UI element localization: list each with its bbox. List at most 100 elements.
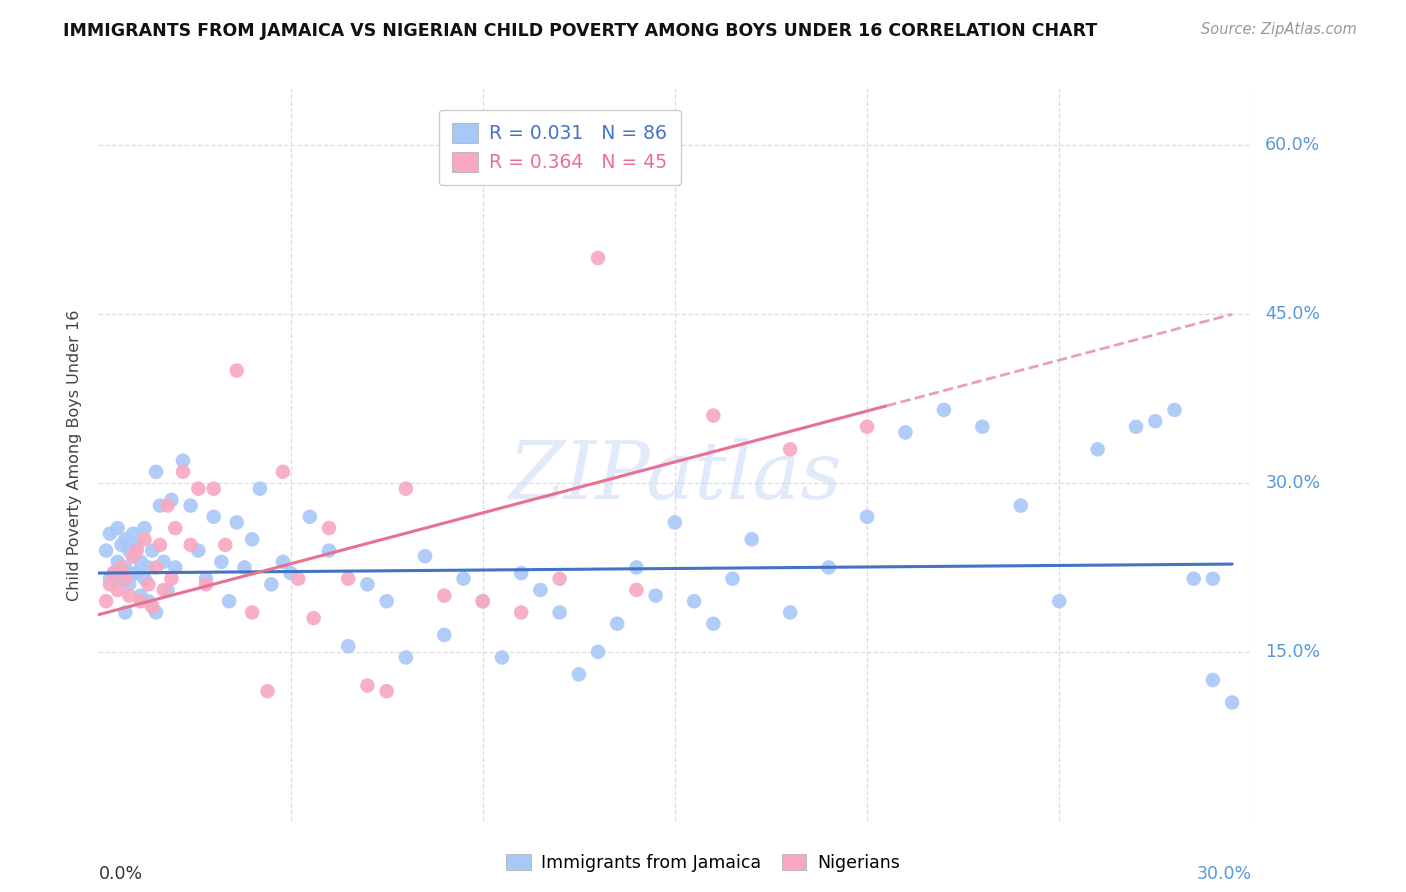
Point <box>491 650 513 665</box>
Point <box>134 572 156 586</box>
Point <box>152 555 174 569</box>
Point <box>172 465 194 479</box>
Point <box>94 543 117 558</box>
Point <box>471 594 494 608</box>
Point <box>145 560 167 574</box>
Point <box>187 543 209 558</box>
Text: 30.0%: 30.0% <box>1265 474 1320 492</box>
Point <box>114 606 136 620</box>
Point <box>433 628 456 642</box>
Text: Source: ZipAtlas.com: Source: ZipAtlas.com <box>1201 22 1357 37</box>
Point <box>187 482 209 496</box>
Point <box>433 589 456 603</box>
Point <box>107 582 129 597</box>
Text: 45.0%: 45.0% <box>1265 305 1320 323</box>
Point <box>644 589 666 603</box>
Legend: R = 0.031   N = 86, R = 0.364   N = 45: R = 0.031 N = 86, R = 0.364 N = 45 <box>439 110 681 186</box>
Point <box>626 582 648 597</box>
Point <box>134 521 156 535</box>
Point <box>302 611 325 625</box>
Point <box>260 577 283 591</box>
Point <box>114 572 136 586</box>
Point <box>156 582 179 597</box>
Point <box>202 509 225 524</box>
Point <box>180 499 202 513</box>
Point <box>180 538 202 552</box>
Point <box>356 679 378 693</box>
Point <box>586 645 609 659</box>
Point <box>118 543 141 558</box>
Point <box>1087 442 1109 457</box>
Point <box>209 555 232 569</box>
Point <box>103 566 125 580</box>
Point <box>233 560 256 574</box>
Point <box>110 560 132 574</box>
Point <box>152 582 174 597</box>
Point <box>202 482 225 496</box>
Point <box>122 549 145 564</box>
Point <box>1125 419 1147 434</box>
Point <box>94 594 117 608</box>
Point <box>894 425 917 440</box>
Point <box>568 667 591 681</box>
Point <box>395 650 418 665</box>
Point <box>249 482 271 496</box>
Point <box>337 572 360 586</box>
Point <box>298 509 321 524</box>
Point <box>413 549 436 564</box>
Point <box>1047 594 1070 608</box>
Point <box>318 543 340 558</box>
Point <box>972 419 994 434</box>
Point <box>375 594 398 608</box>
Point <box>98 577 121 591</box>
Point <box>664 516 686 530</box>
Point <box>160 492 183 507</box>
Point <box>548 572 571 586</box>
Point <box>138 594 160 608</box>
Point <box>721 572 744 586</box>
Point <box>626 560 648 574</box>
Point <box>529 582 551 597</box>
Text: IMMIGRANTS FROM JAMAICA VS NIGERIAN CHILD POVERTY AMONG BOYS UNDER 16 CORRELATIO: IMMIGRANTS FROM JAMAICA VS NIGERIAN CHIL… <box>63 22 1098 40</box>
Point <box>103 566 125 580</box>
Point <box>122 526 145 541</box>
Point <box>118 577 141 591</box>
Point <box>280 566 302 580</box>
Point <box>375 684 398 698</box>
Point <box>287 572 309 586</box>
Point <box>240 533 263 547</box>
Text: ZIPatlas: ZIPatlas <box>508 438 842 516</box>
Point <box>107 521 129 535</box>
Point <box>149 499 172 513</box>
Point <box>856 509 879 524</box>
Text: 60.0%: 60.0% <box>1265 136 1320 154</box>
Point <box>1144 414 1167 428</box>
Point <box>1163 403 1185 417</box>
Text: 30.0%: 30.0% <box>1197 865 1251 883</box>
Point <box>98 526 121 541</box>
Point <box>114 533 136 547</box>
Point <box>125 566 148 580</box>
Point <box>138 577 160 591</box>
Point <box>1202 572 1225 586</box>
Point <box>702 616 724 631</box>
Point <box>195 572 218 586</box>
Point <box>586 251 609 265</box>
Point <box>134 533 156 547</box>
Point <box>195 577 218 591</box>
Point <box>225 363 247 377</box>
Point <box>156 499 179 513</box>
Point <box>932 403 955 417</box>
Point <box>138 560 160 574</box>
Point <box>110 572 132 586</box>
Point <box>453 572 475 586</box>
Point <box>98 572 121 586</box>
Point <box>683 594 706 608</box>
Point <box>141 599 163 614</box>
Point <box>471 594 494 608</box>
Point <box>256 684 278 698</box>
Point <box>145 606 167 620</box>
Point <box>510 606 533 620</box>
Point <box>165 560 187 574</box>
Point <box>129 589 152 603</box>
